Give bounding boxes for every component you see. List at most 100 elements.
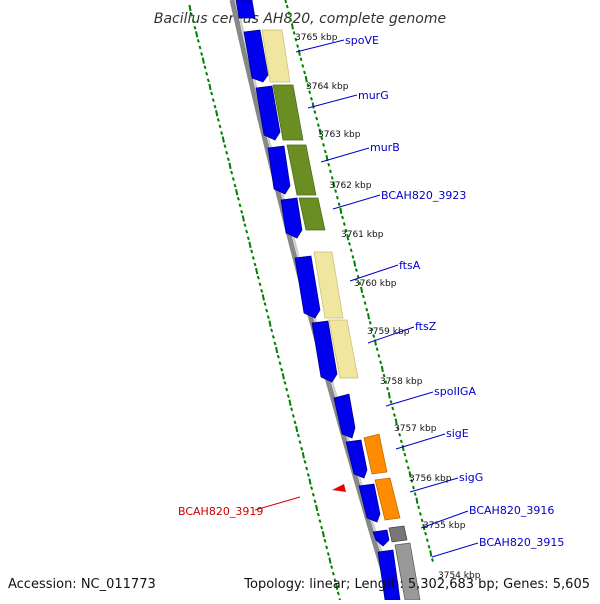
gene-label-BCAH820_3919[interactable]: BCAH820_3919 (178, 505, 263, 518)
gene-label-ftsA[interactable]: ftsA (399, 259, 421, 272)
ruler-left-tick (200, 52, 204, 56)
ruler-right-tick (358, 281, 362, 286)
ruler-right-tick (308, 90, 312, 95)
ruler-left-tick (195, 31, 199, 38)
ruler-left-tick (218, 124, 222, 129)
gene-leader-line (409, 477, 459, 493)
gene-leader-line (395, 433, 446, 450)
gene-label-BCAH820_3923[interactable]: BCAH820_3923 (381, 189, 466, 202)
ruler-right-tick (353, 260, 357, 267)
ruler-left-tick (260, 288, 264, 293)
ruler-right-tick (418, 512, 422, 516)
ruler-right-tick (296, 44, 300, 48)
ruler-right-tick (431, 558, 434, 562)
ruler-left-tick (288, 399, 292, 406)
ruler-left-tick (223, 144, 227, 149)
cds-arrow-10[interactable] (358, 483, 381, 523)
ruler-left-tick (206, 78, 210, 83)
ruler-left-tick (261, 294, 265, 301)
gene-block-murG[interactable] (272, 84, 304, 141)
ruler-right-tick (292, 31, 296, 35)
ruler-left-tick (305, 466, 309, 471)
ruler-left-tick (310, 486, 314, 491)
cds-arrow-3[interactable] (255, 85, 281, 141)
ruler-left-tick (283, 381, 287, 385)
kbp-tick-label: 3761 kbp (341, 230, 384, 240)
ruler-left-tick (240, 210, 244, 214)
cds-arrow-2[interactable] (243, 29, 269, 83)
ruler-right-tick (311, 102, 315, 109)
ruler-left-tick (278, 361, 282, 366)
ruler-right-tick (365, 307, 369, 312)
accession-text: Accession: NC_011773 (8, 577, 156, 592)
kbp-tick-label: 3760 kbp (354, 279, 397, 289)
kbp-tick-label: 3759 kbp (367, 327, 410, 337)
red-marker-icon[interactable] (332, 484, 346, 492)
gene-block-spoVE[interactable] (261, 29, 291, 83)
ruler-left-tick (298, 440, 302, 445)
cds-arrow-4[interactable] (267, 145, 291, 195)
ruler-right-tick (398, 433, 402, 437)
gene-label-ftsZ[interactable]: ftsZ (415, 320, 437, 333)
gene-block-3916[interactable] (388, 525, 408, 543)
gene-block-sigG[interactable] (374, 477, 401, 521)
gene-block-sigE[interactable] (363, 433, 388, 475)
ruler-left-tick (220, 131, 224, 135)
kbp-tick-label: 3757 kbp (394, 424, 437, 434)
gene-labels[interactable]: spoVE murG murB BCAH820_3923 ftsA ftsZ spoIIGA… (178, 34, 564, 558)
ruler-right-tick (370, 327, 374, 332)
gene-label-spoVE[interactable]: spoVE (345, 34, 379, 47)
gene-block-murB[interactable] (286, 144, 317, 196)
ruler-right-tick (403, 452, 407, 457)
ruler-right-tick (341, 215, 345, 220)
ruler-left-tick (211, 98, 215, 102)
ruler-right-tick (294, 37, 298, 42)
cds-arrow-9[interactable] (345, 439, 368, 479)
ruler-left-tick (188, 4, 192, 12)
ruler-right-tick (415, 497, 419, 504)
ruler-left-tick (290, 407, 294, 412)
gene-label-sigE[interactable]: sigE (446, 427, 469, 440)
gene-block-ftsZ[interactable] (328, 319, 359, 379)
gene-label-murB[interactable]: murB (370, 141, 400, 154)
ruler-right-tick (396, 426, 400, 431)
ruler-right-tick (315, 116, 319, 121)
ruler-left-tick (285, 387, 289, 392)
ruler-left-tick (301, 452, 305, 459)
ruler-left-tick (270, 328, 274, 333)
gene-label-sigG[interactable]: sigG (459, 471, 483, 484)
cds-arrow-6[interactable] (294, 255, 321, 319)
ruler-left-tick (331, 571, 335, 576)
gene-label-spoIIGA[interactable]: spoIIGA (434, 385, 476, 398)
gene-leader-line (307, 94, 358, 109)
gene-label-BCAH820_3915[interactable]: BCAH820_3915 (479, 536, 564, 549)
gene-block-ftsA[interactable] (313, 251, 344, 319)
ruler-right-tick (386, 386, 389, 391)
kbp-tick-label: 3758 kbp (380, 377, 423, 387)
cds-arrow-1[interactable] (235, 0, 256, 19)
ruler-left-tick (263, 302, 267, 306)
ruler-right-tick (290, 23, 294, 30)
gene-label-BCAH820_3916[interactable]: BCAH820_3916 (469, 504, 554, 517)
gene-blocks[interactable] (235, 0, 421, 601)
ruler-right-tick (387, 392, 391, 399)
cds-arrow-8[interactable] (333, 393, 356, 439)
ruler-right-tick (301, 64, 305, 68)
cds-arrow-5[interactable] (280, 197, 303, 239)
ruler-right-tick (375, 347, 379, 351)
cds-arrow-12[interactable] (377, 549, 401, 601)
ruler-left-tick (268, 320, 272, 327)
ruler-left-tick (205, 71, 209, 76)
gene-label-murG[interactable]: murG (358, 89, 389, 102)
ruler-left-tick (286, 394, 290, 398)
gene-block-3923[interactable] (298, 197, 326, 231)
ruler-left-tick (221, 136, 225, 143)
ruler-left-tick (328, 557, 332, 564)
cds-arrow-11[interactable] (372, 529, 390, 547)
gene-leader-line (254, 496, 301, 511)
ruler-left-tick (201, 57, 205, 64)
cds-arrow-7[interactable] (311, 320, 338, 383)
ruler-right-tick (394, 418, 398, 425)
